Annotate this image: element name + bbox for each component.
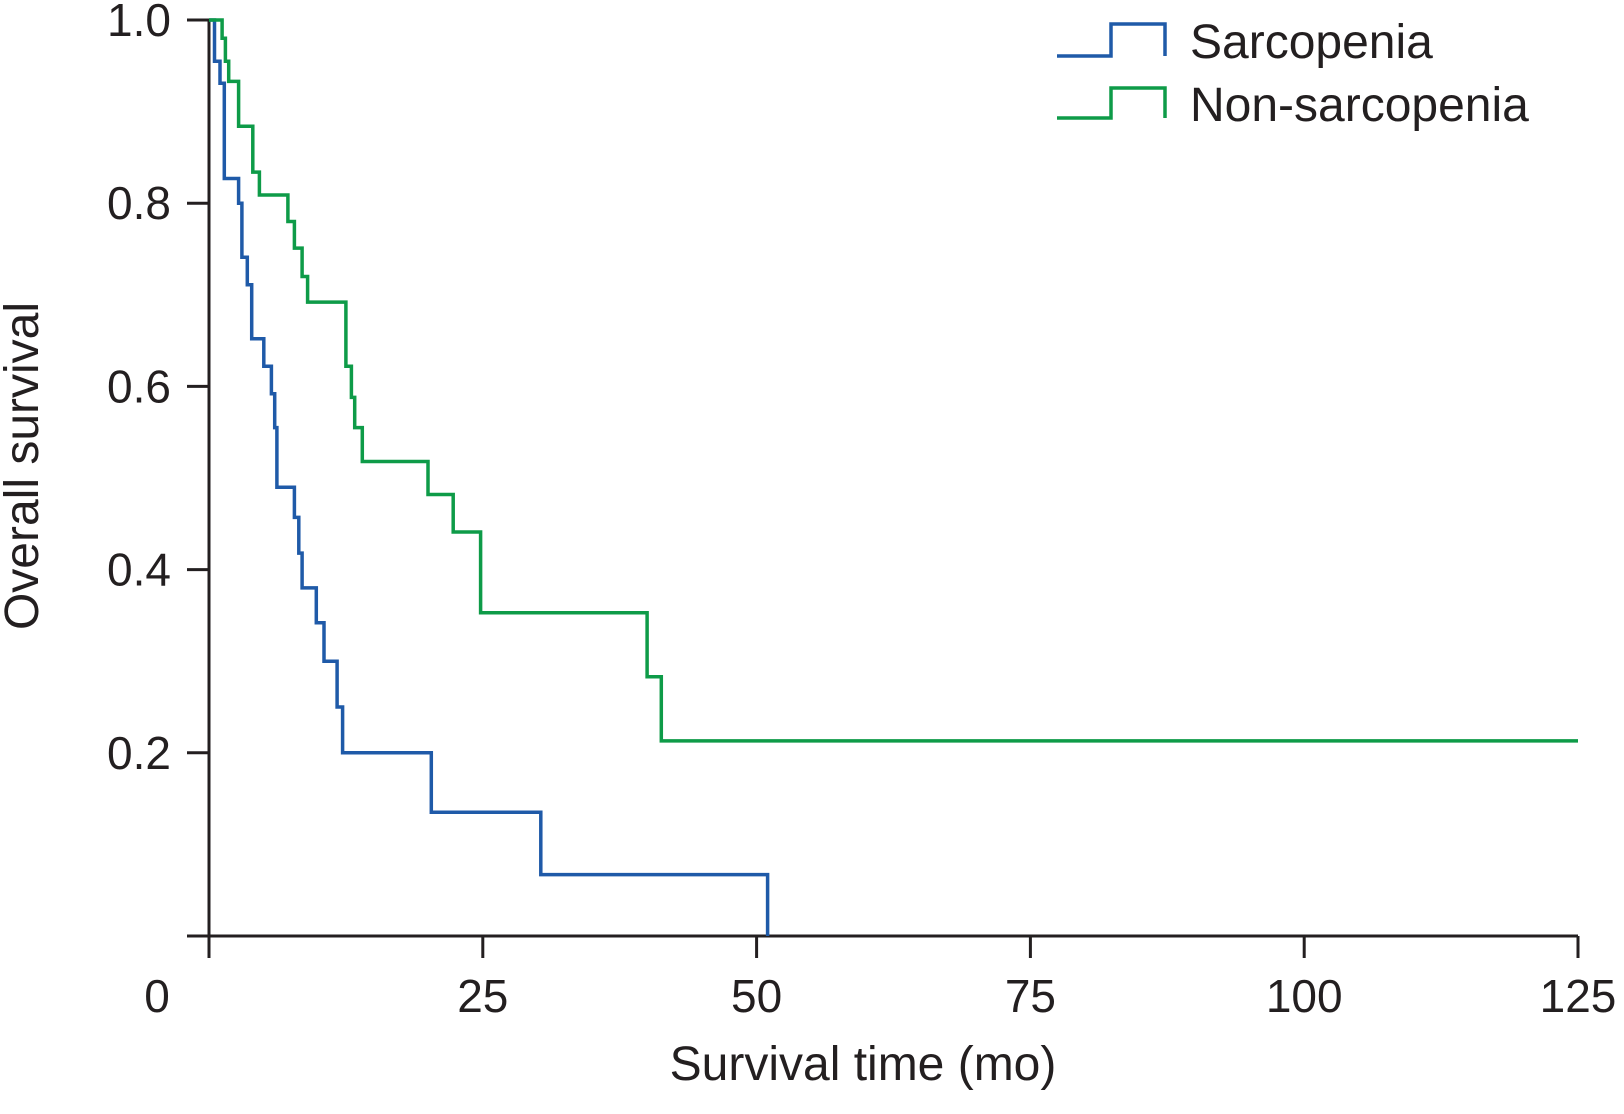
y-tick-label: 1.0 (107, 0, 171, 46)
axes (187, 20, 1578, 938)
x-tick-label: 75 (1005, 970, 1056, 1022)
y-tick-label: 0.4 (107, 544, 171, 596)
x-axis-title: Survival time (mo) (670, 1038, 1057, 1091)
x-tick-label: 100 (1266, 970, 1343, 1022)
x-tick-label: 25 (457, 970, 508, 1022)
x-tick-label: 0 (144, 970, 170, 1022)
legend: Sarcopenia Non-sarcopenia (1057, 16, 1529, 132)
x-tick-label: 125 (1540, 970, 1617, 1022)
legend-swatch-sarcopenia (1057, 22, 1167, 58)
legend-label-sarcopenia: Sarcopenia (1190, 16, 1433, 69)
legend-label-non-sarcopenia: Non-sarcopenia (1190, 79, 1529, 132)
x-tick-label: 50 (731, 970, 782, 1022)
x-ticks: 0 25 50 75 100 125 (144, 936, 1616, 1022)
series-lines (209, 18, 1578, 936)
y-tick-label: 0.6 (107, 360, 171, 412)
y-tick-label: 0.2 (107, 727, 171, 779)
series-line-sarcopenia (209, 18, 770, 936)
y-tick-label: 0.8 (107, 177, 171, 229)
y-axis-title: Overall survival (0, 302, 49, 630)
series-line-non-sarcopenia (209, 18, 1578, 743)
y-ticks: 0.2 0.4 0.6 0.8 1.0 (107, 0, 209, 779)
legend-swatch-non-sarcopenia (1057, 86, 1167, 120)
